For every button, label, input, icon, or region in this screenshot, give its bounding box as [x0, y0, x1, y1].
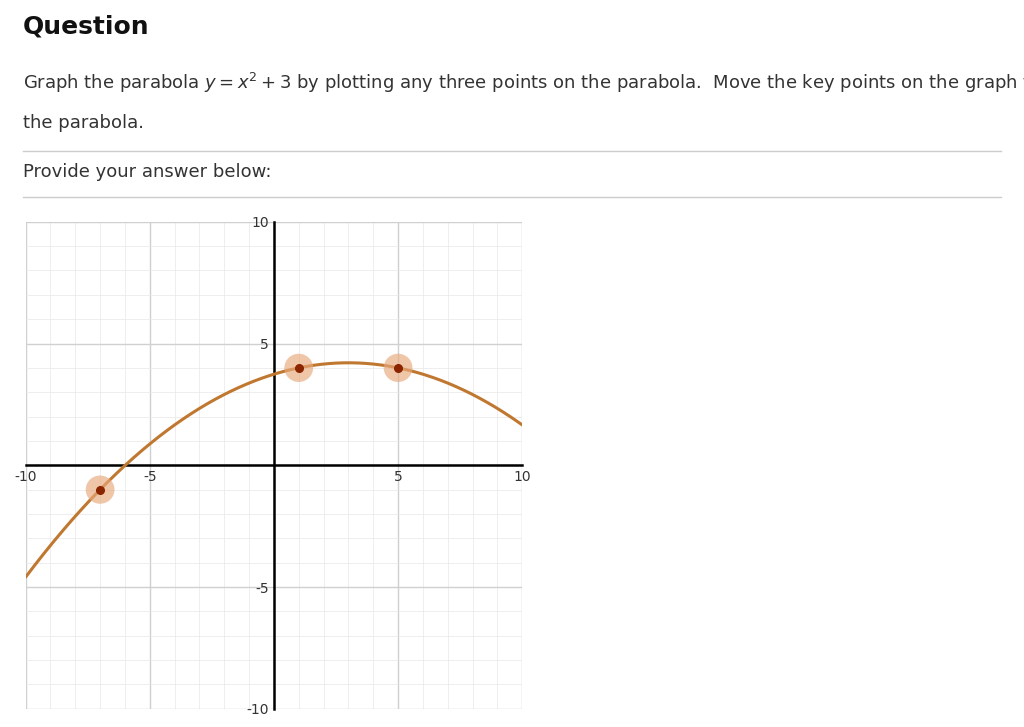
Circle shape: [285, 354, 313, 382]
Circle shape: [384, 354, 413, 382]
Circle shape: [86, 475, 115, 504]
Text: Graph the parabola $y = x^2 + 3$ by plotting any three points on the parabola.  : Graph the parabola $y = x^2 + 3$ by plot…: [23, 71, 1024, 95]
Text: the parabola.: the parabola.: [23, 114, 143, 132]
Text: Question: Question: [23, 15, 150, 39]
Text: Provide your answer below:: Provide your answer below:: [23, 163, 271, 181]
